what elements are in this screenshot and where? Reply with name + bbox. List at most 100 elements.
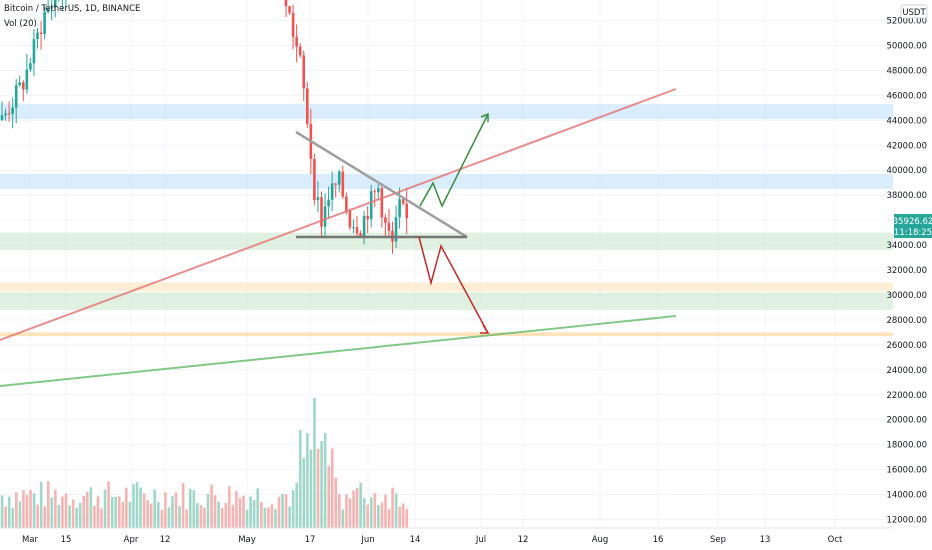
zone-band — [0, 292, 893, 310]
volume-bar — [103, 489, 107, 528]
x-tick-label: Oct — [828, 535, 843, 545]
volume-bar — [100, 508, 103, 528]
candle-body — [362, 216, 366, 236]
candle-body — [369, 191, 373, 220]
y-tick-label: 46000.00 — [886, 91, 927, 101]
y-tick-label: 38000.00 — [886, 191, 927, 201]
volume-bar — [96, 496, 100, 528]
candle-body — [25, 69, 29, 90]
candle-body — [0, 115, 4, 121]
y-tick-label: 18000.00 — [886, 441, 927, 451]
volume-bar — [256, 488, 259, 528]
y-tick-label: 26000.00 — [886, 341, 927, 351]
volume-bar — [309, 449, 313, 528]
y-tick-label: 14000.00 — [886, 491, 927, 501]
candle-body — [313, 158, 316, 201]
volume-bar — [217, 501, 220, 528]
volume-bar — [25, 495, 29, 528]
volume-bar — [178, 506, 181, 528]
volume-bar — [291, 490, 295, 528]
x-tick-label: 14 — [410, 535, 421, 545]
volume-bar — [160, 509, 164, 528]
volume-bar — [107, 481, 110, 528]
candle-body — [384, 217, 387, 223]
volume-bar — [89, 487, 93, 528]
candle-body — [4, 113, 7, 116]
candle-body — [405, 203, 408, 219]
volume-bar — [93, 505, 96, 528]
volume-bar — [171, 496, 174, 528]
volume-bar — [82, 495, 86, 528]
volume-bar — [196, 503, 199, 528]
volume-bar — [125, 487, 128, 528]
x-tick-label: 12 — [518, 535, 529, 545]
volume-bar — [362, 498, 366, 528]
volume-bar — [135, 482, 139, 528]
volume-bar — [213, 495, 217, 528]
volume-bar — [29, 489, 32, 528]
candle-body — [394, 217, 398, 242]
volume-bar — [320, 441, 323, 528]
volume-bar — [334, 477, 338, 528]
volume-bar — [32, 493, 36, 528]
volume-bar — [341, 509, 345, 528]
volume-bar — [64, 493, 68, 528]
volume-bar — [114, 496, 117, 528]
volume-bar — [132, 484, 135, 528]
volume-bar — [61, 496, 64, 528]
volume-bar — [263, 507, 267, 528]
volume-bar — [54, 489, 57, 528]
bear-path — [418, 236, 489, 334]
currency-badge-text: USDT — [902, 8, 926, 18]
candle-body — [291, 12, 295, 37]
volume-bar — [231, 505, 235, 528]
candle-body — [334, 183, 337, 185]
volume-bar — [267, 507, 270, 528]
time-axis-bg — [0, 528, 893, 550]
last-price-countdown: 11:18:25 — [894, 228, 932, 238]
volume-bar — [110, 496, 114, 528]
x-tick-label: 13 — [760, 535, 771, 545]
zone-band — [0, 232, 893, 251]
candle-body — [46, 8, 50, 12]
volume-bar — [323, 433, 327, 528]
bull-path — [419, 113, 489, 208]
candle-body — [295, 36, 298, 47]
red-trendline — [0, 88, 677, 341]
x-tick-label: Apr — [124, 535, 139, 545]
candle-body — [288, 6, 291, 13]
volume-bar — [46, 481, 50, 528]
symbol-title: Bitcoin / TetherUS, 1D, BINANCE — [4, 4, 141, 14]
volume-bar — [210, 484, 213, 528]
zone-band — [0, 173, 893, 189]
y-tick-label: 22000.00 — [886, 391, 927, 401]
candle-body — [36, 32, 39, 40]
x-tick-label: May — [238, 535, 256, 545]
candle-body — [337, 171, 341, 185]
volume-bar — [252, 499, 256, 528]
volume-bar — [4, 506, 7, 528]
x-tick-label: Jul — [475, 535, 486, 545]
volume-bar — [7, 496, 11, 528]
candle-body — [302, 55, 306, 89]
volume-bar — [157, 501, 160, 528]
x-tick-label: 12 — [160, 535, 171, 545]
volume-bar — [181, 483, 185, 528]
candle-body — [43, 11, 46, 34]
volume-bar — [0, 495, 4, 528]
candle-body — [359, 233, 362, 236]
candle-body — [316, 197, 320, 201]
candle-body — [366, 216, 369, 220]
x-tick-label: Jun — [360, 535, 374, 545]
candle-body — [373, 191, 377, 193]
candle-body — [29, 63, 32, 70]
y-tick-label: 40000.00 — [886, 166, 927, 176]
volume-bar — [394, 493, 398, 528]
volume-bar — [11, 507, 15, 528]
volume-bar — [345, 494, 348, 528]
volume-bar — [370, 497, 373, 528]
candle-body — [387, 222, 391, 231]
volume-bar — [316, 448, 320, 528]
y-tick-label: 50000.00 — [886, 41, 927, 51]
